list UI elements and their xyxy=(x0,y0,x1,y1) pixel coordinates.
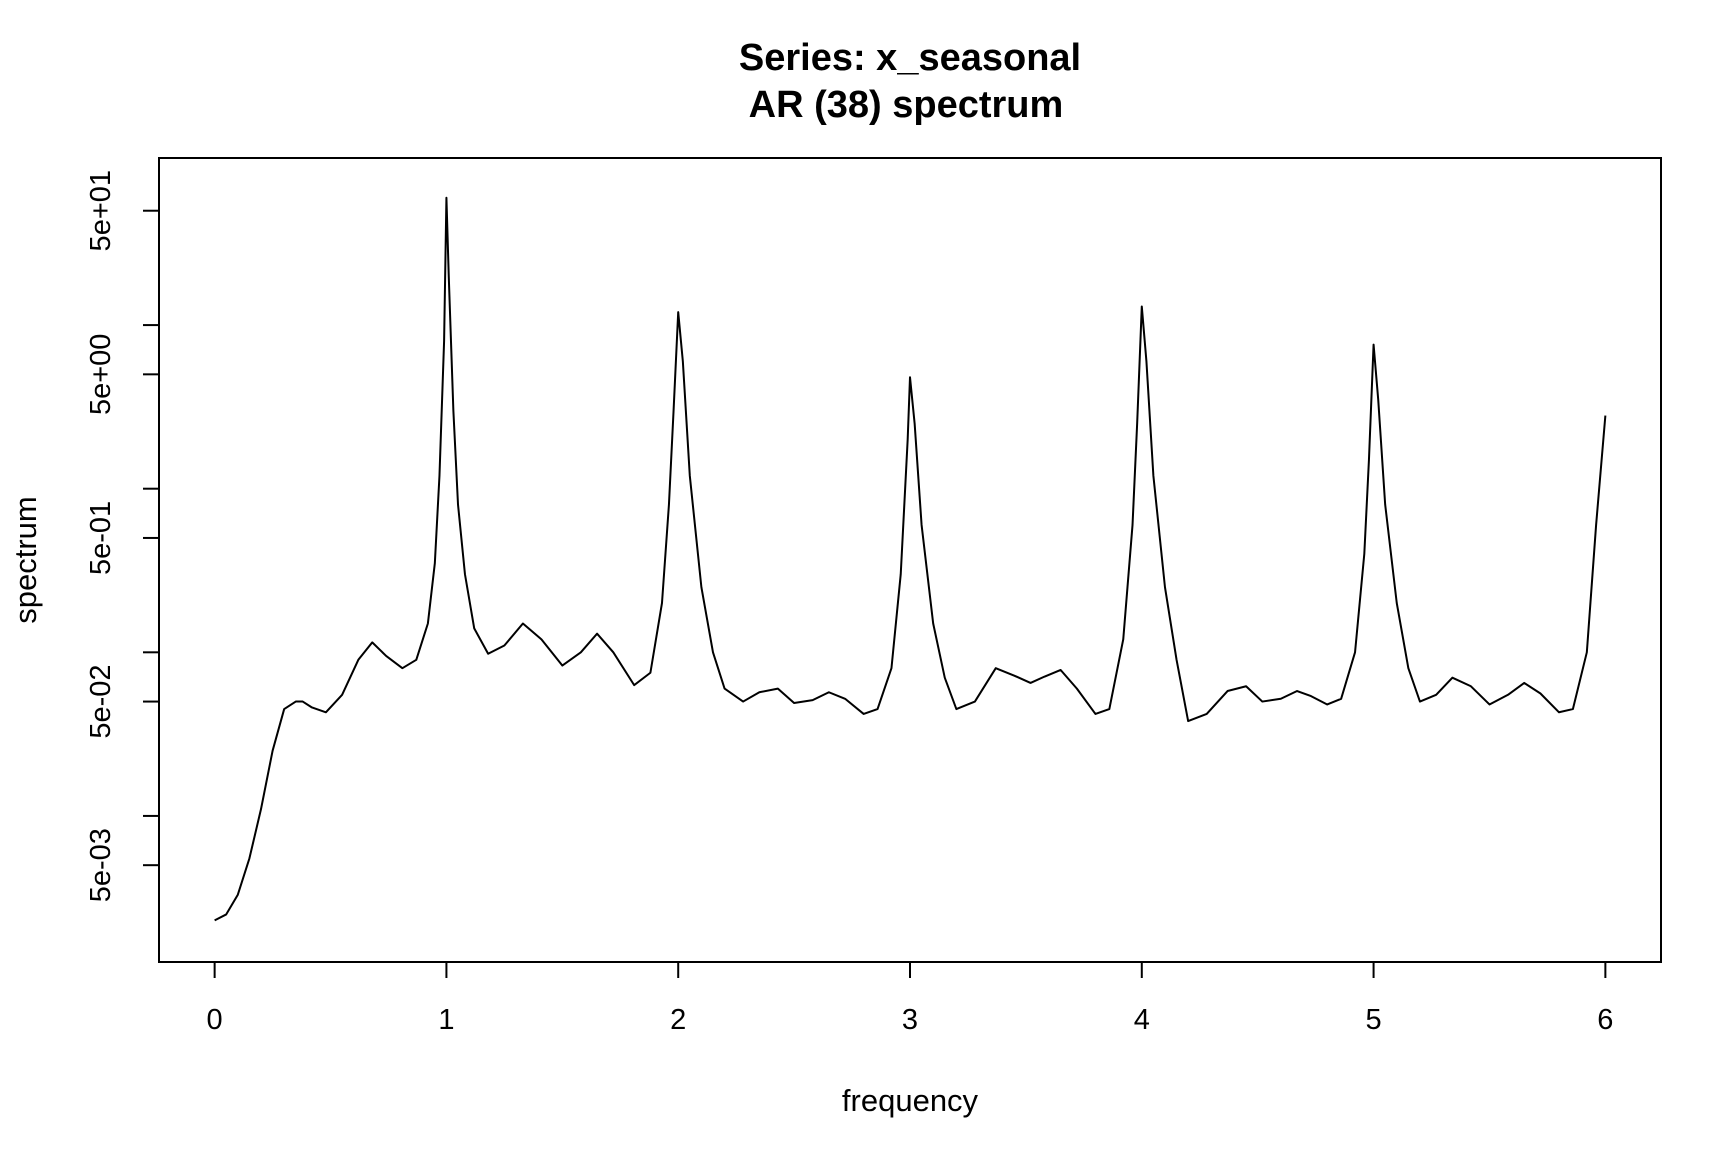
chart-title: Series: x_seasonal xyxy=(739,37,1081,79)
y-tick-label: 5e-03 xyxy=(85,828,117,902)
x-axis: 0 1 2 3 4 5 6 xyxy=(207,961,1613,1036)
x-tick-label: 0 xyxy=(207,1004,223,1036)
y-axis: 5e-03 5e-02 5e-01 5e+00 5e+01 xyxy=(85,170,160,902)
y-tick-label: 5e+00 xyxy=(85,334,117,415)
plot-frame xyxy=(158,157,1662,963)
y-tick-label: 5e-01 xyxy=(85,501,117,575)
x-tick-label: 4 xyxy=(1134,1004,1150,1036)
x-tick-label: 1 xyxy=(438,1004,454,1036)
y-tick-label: 5e+01 xyxy=(85,170,117,251)
y-axis-label: spectrum xyxy=(8,496,43,623)
x-axis-label: frequency xyxy=(842,1083,979,1118)
x-tick-label: 6 xyxy=(1597,1004,1613,1036)
x-tick-label: 2 xyxy=(670,1004,686,1036)
chart-subtitle: AR (38) spectrum xyxy=(749,84,1064,126)
x-tick-label: 5 xyxy=(1366,1004,1382,1036)
y-tick-label: 5e-02 xyxy=(85,664,117,738)
spectrum-series-line xyxy=(214,196,1607,922)
x-tick-label: 3 xyxy=(902,1004,918,1036)
